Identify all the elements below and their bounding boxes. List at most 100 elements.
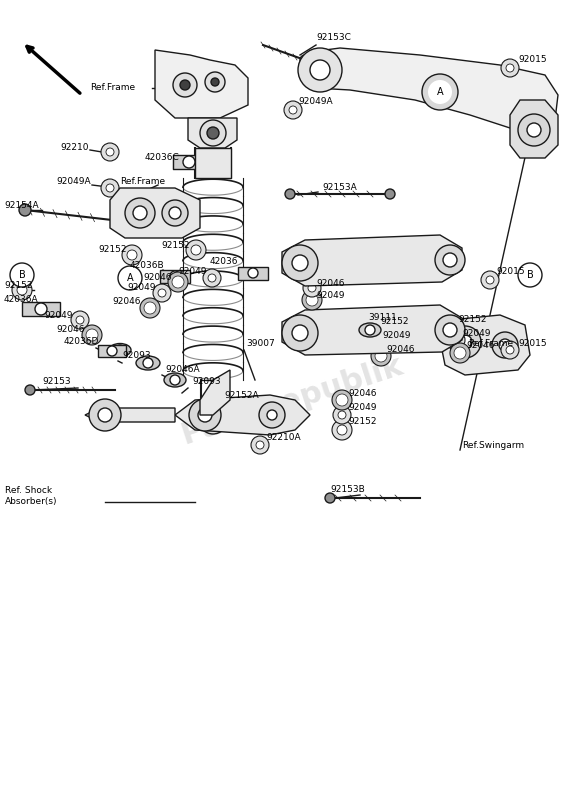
- Text: 92210: 92210: [60, 143, 89, 153]
- Bar: [173, 155, 205, 169]
- Polygon shape: [200, 370, 230, 415]
- Circle shape: [452, 336, 460, 344]
- Text: 39111: 39111: [368, 313, 397, 322]
- Circle shape: [289, 106, 297, 114]
- Text: 42036: 42036: [210, 258, 238, 266]
- Text: 92093: 92093: [122, 350, 151, 359]
- Bar: [22, 302, 60, 316]
- Circle shape: [82, 325, 102, 345]
- Circle shape: [189, 399, 221, 431]
- Circle shape: [248, 268, 258, 278]
- Text: 92046: 92046: [348, 390, 377, 398]
- Circle shape: [285, 189, 295, 199]
- Circle shape: [306, 294, 318, 306]
- Circle shape: [203, 269, 221, 287]
- Text: 92152A: 92152A: [224, 390, 259, 399]
- Text: Ref.Frame: Ref.Frame: [90, 83, 135, 93]
- Circle shape: [308, 284, 316, 292]
- Circle shape: [208, 274, 216, 282]
- Text: 92154A: 92154A: [4, 201, 39, 210]
- Circle shape: [518, 263, 542, 287]
- Bar: [195, 148, 231, 178]
- Circle shape: [35, 303, 47, 315]
- Circle shape: [422, 74, 458, 110]
- Polygon shape: [175, 395, 310, 435]
- Polygon shape: [305, 48, 558, 132]
- Circle shape: [133, 206, 147, 220]
- Ellipse shape: [164, 373, 186, 387]
- Text: 92049: 92049: [462, 329, 491, 338]
- Text: 92049: 92049: [178, 267, 207, 277]
- Circle shape: [492, 332, 518, 358]
- Text: 92152: 92152: [458, 315, 486, 325]
- Polygon shape: [110, 188, 200, 238]
- Circle shape: [98, 408, 112, 422]
- Circle shape: [506, 64, 514, 72]
- Text: 92015: 92015: [496, 267, 524, 277]
- Circle shape: [10, 263, 34, 287]
- Circle shape: [332, 420, 352, 440]
- Circle shape: [191, 245, 201, 255]
- Circle shape: [333, 406, 351, 424]
- Circle shape: [363, 320, 383, 340]
- Circle shape: [442, 317, 462, 337]
- Polygon shape: [282, 235, 462, 286]
- Circle shape: [207, 127, 219, 139]
- Circle shape: [375, 350, 387, 362]
- Circle shape: [140, 298, 160, 318]
- Circle shape: [259, 402, 285, 428]
- Circle shape: [302, 290, 322, 310]
- Circle shape: [12, 280, 32, 300]
- Text: 92049A: 92049A: [56, 178, 91, 186]
- Text: A: A: [437, 87, 443, 97]
- Circle shape: [106, 148, 114, 156]
- Circle shape: [368, 334, 386, 352]
- Circle shape: [118, 266, 142, 290]
- Text: Partsrepublik: Partsrepublik: [178, 350, 406, 450]
- Circle shape: [373, 339, 381, 347]
- Text: 92152: 92152: [348, 418, 377, 426]
- Text: 42036B: 42036B: [130, 261, 165, 270]
- Text: 42036A: 42036A: [4, 295, 39, 305]
- Circle shape: [435, 245, 465, 275]
- Polygon shape: [282, 305, 462, 355]
- Circle shape: [443, 323, 457, 337]
- Circle shape: [292, 255, 308, 271]
- Circle shape: [300, 55, 310, 65]
- Text: 92049: 92049: [382, 331, 411, 341]
- Circle shape: [325, 493, 335, 503]
- Text: 92049: 92049: [127, 283, 155, 293]
- Circle shape: [428, 80, 452, 104]
- Circle shape: [170, 375, 180, 385]
- Ellipse shape: [109, 343, 131, 357]
- Circle shape: [267, 410, 277, 420]
- Text: 92152: 92152: [98, 246, 127, 254]
- Text: 92152: 92152: [380, 318, 408, 326]
- Circle shape: [127, 250, 137, 260]
- Circle shape: [501, 341, 519, 359]
- Circle shape: [25, 385, 35, 395]
- Circle shape: [282, 245, 318, 281]
- Circle shape: [199, 406, 227, 434]
- Circle shape: [443, 253, 457, 267]
- Circle shape: [122, 245, 142, 265]
- Circle shape: [256, 441, 264, 449]
- Circle shape: [207, 414, 219, 426]
- Polygon shape: [188, 118, 237, 148]
- Text: 92046A: 92046A: [165, 366, 200, 374]
- Circle shape: [144, 302, 156, 314]
- Text: 92153: 92153: [42, 378, 71, 386]
- Text: Ref.Frame: Ref.Frame: [120, 178, 165, 186]
- Circle shape: [169, 207, 181, 219]
- Text: 92046: 92046: [56, 326, 85, 334]
- Text: 92210A: 92210A: [266, 434, 301, 442]
- Circle shape: [107, 346, 117, 356]
- Text: 42036D: 42036D: [64, 338, 99, 346]
- Circle shape: [19, 204, 31, 216]
- Polygon shape: [440, 315, 530, 375]
- Text: 92046: 92046: [386, 345, 415, 354]
- Circle shape: [332, 390, 352, 410]
- Text: 42036C: 42036C: [145, 154, 180, 162]
- Circle shape: [458, 335, 472, 349]
- Circle shape: [337, 425, 347, 435]
